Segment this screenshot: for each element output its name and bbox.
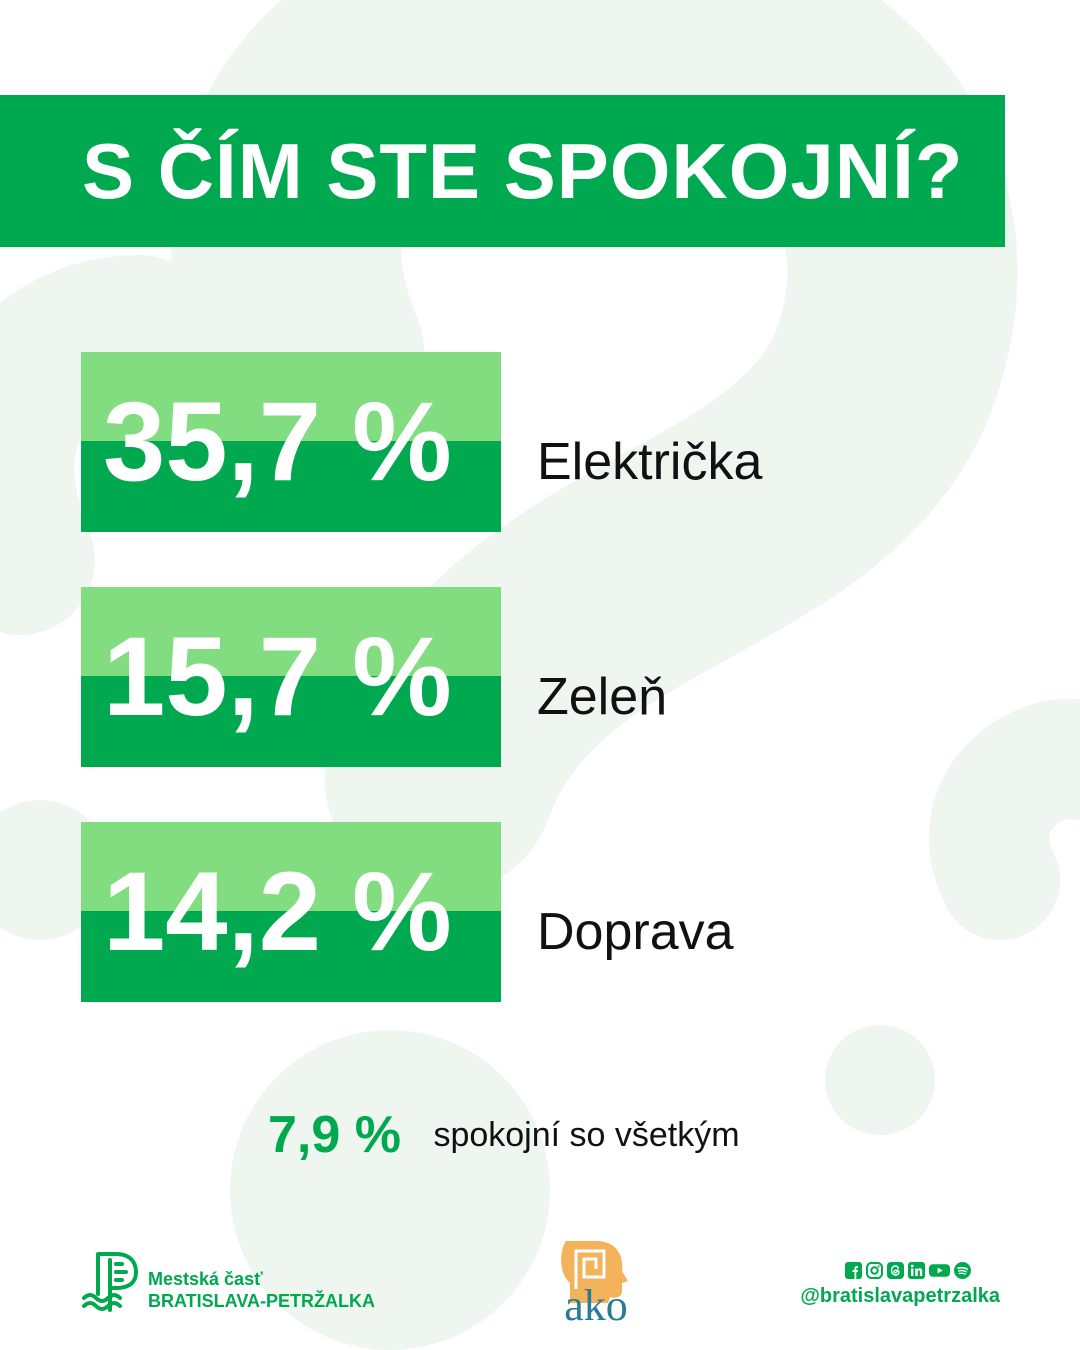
petrzalka-logo-icon xyxy=(82,1252,138,1312)
petrzalka-logo-text: Mestská časť BRATISLAVA-PETRŽALKA xyxy=(148,1268,375,1312)
ako-logo-text: ako xyxy=(564,1281,628,1330)
stat-value: 35,7 % xyxy=(103,379,452,504)
stat-value: 14,2 % xyxy=(103,849,452,974)
stat-label: Električka xyxy=(537,433,763,491)
linkedin-icon[interactable] xyxy=(908,1262,925,1279)
page-title: S ČÍM STE SPOKOJNÍ? xyxy=(82,127,964,215)
stat-box: 14,2 % xyxy=(81,822,501,1002)
instagram-icon[interactable] xyxy=(866,1262,883,1279)
threads-icon[interactable] xyxy=(887,1262,904,1279)
stat-row-2: 15,7 % Zeleň xyxy=(81,587,1001,767)
facebook-icon[interactable] xyxy=(845,1262,862,1279)
ako-head-icon xyxy=(561,1241,628,1303)
summary-value: 7,9 % xyxy=(268,1106,401,1164)
social-handle[interactable]: @bratislavapetrzalka xyxy=(800,1285,1000,1307)
stat-row-3: 14,2 % Doprava xyxy=(81,822,1001,1002)
logo-line-1: Mestská časť xyxy=(148,1269,263,1289)
stat-label: Zeleň xyxy=(537,668,668,726)
stat-box: 35,7 % xyxy=(81,352,501,532)
logo-line-2: BRATISLAVA-PETRŽALKA xyxy=(148,1291,375,1311)
youtube-icon[interactable] xyxy=(929,1262,950,1279)
title-banner: S ČÍM STE SPOKOJNÍ? xyxy=(0,95,1005,247)
stat-box: 15,7 % xyxy=(81,587,501,767)
spotify-icon[interactable] xyxy=(954,1262,971,1279)
stat-label: Doprava xyxy=(537,903,734,961)
social-icons xyxy=(845,1262,975,1280)
stat-value: 15,7 % xyxy=(103,614,452,739)
summary-label: spokojní so všetkým xyxy=(433,1115,740,1154)
stat-row-1: 35,7 % Električka xyxy=(81,352,1001,532)
summary-line: 7,9 % spokojní so všetkým xyxy=(268,1105,740,1165)
